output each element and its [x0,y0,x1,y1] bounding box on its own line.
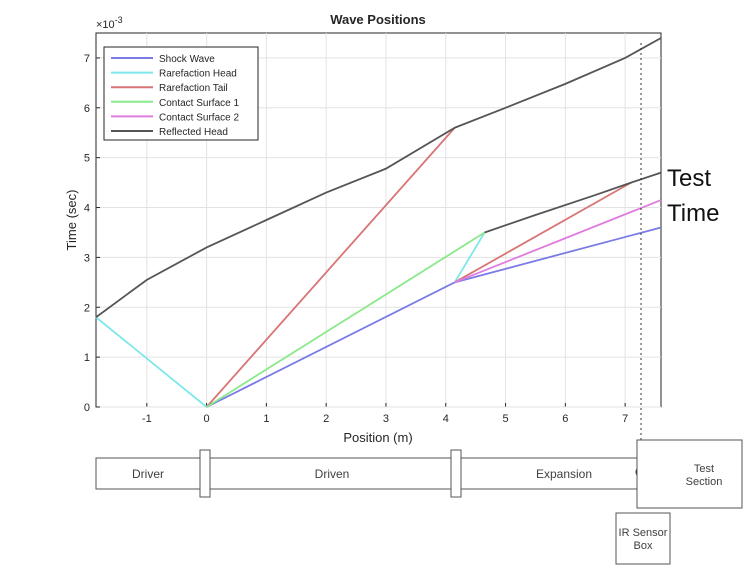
series-layer [95,37,662,408]
legend-label-rarefaction-tail: Rarefaction Tail [159,83,228,94]
legend-label-contact-surface-2: Contact Surface 2 [159,112,239,123]
legend-label-shock-wave: Shock Wave [159,54,215,65]
test-time-label-line1: Test [667,165,711,192]
y-tick-label: 0 [84,402,90,414]
y-tick-label: 3 [84,252,90,264]
series-line-reflected-head [95,37,662,318]
ir-sensor-label-line1: IR Sensor [619,527,668,539]
plot-area: -1 0 1 2 3 4 5 6 7 0 1 2 3 4 5 6 7 Wave Positions Posit… [64,12,662,468]
y-axis-label: Time (sec) [64,190,79,251]
chart-title: Wave Positions [330,12,426,27]
x-tick-label: 5 [502,413,508,425]
y-tick-label: 7 [84,53,90,65]
y-tick-label: 4 [84,203,90,215]
legend-label-contact-surface-1: Contact Surface 1 [159,98,239,109]
x-tick-labels: -1 0 1 2 3 4 5 6 7 [142,413,628,425]
ir-sensor-label-line2: Box [634,540,653,552]
x-tick-label: 4 [443,413,449,425]
driver-label: Driver [132,467,164,481]
legend-label-reflected-head: Reflected Head [159,127,228,138]
series-line-contact-surface-2 [454,199,662,284]
exponent-base: ×10 [96,19,115,31]
x-tick-label: -1 [142,413,152,425]
y-exponent-label: ×10-3 [96,15,123,31]
x-tick-label: 2 [323,413,329,425]
driven-label: Driven [315,467,350,481]
x-tick-label: 6 [562,413,568,425]
tube-body [95,457,638,490]
test-section-box [636,439,743,509]
ir-sensor-box [615,512,671,565]
series-line-rarefaction-head [453,232,486,283]
legend: Shock Wave Rarefaction Head Rarefaction Ta… [103,46,259,141]
diaphragm-1 [199,449,211,498]
legend-label-rarefaction-head: Rarefaction Head [159,69,237,80]
legend-box [103,46,259,141]
x-tick-label: 1 [263,413,269,425]
diaphragm-2 [450,449,462,498]
y-tick-labels: 0 1 2 3 4 5 6 7 [84,53,90,414]
test-section-label-line1: Test [694,463,714,475]
series-line-rarefaction-tail [205,127,456,408]
legend-items: Shock Wave Rarefaction Head Rarefaction Ta… [111,54,239,138]
y-tick-label: 6 [84,103,90,115]
y-tick-label: 2 [84,302,90,314]
y-tick-label: 5 [84,153,90,165]
test-section-label-line2: Section [686,476,723,488]
x-tick-label: 0 [204,413,210,425]
test-time-label-line2: Time [667,200,719,227]
exponent-power: -3 [115,15,123,25]
series-line-contact-surface-1 [206,231,486,408]
y-tick-label: 1 [84,352,90,364]
series-line-rarefaction-head [95,316,208,408]
x-tick-label: 7 [622,413,628,425]
series-line-rarefaction-tail [454,181,632,284]
x-tick-label: 3 [383,413,389,425]
shock-tube-schematic: Driver Driven Expansion Test Section IR … [95,439,743,565]
x-axis-label: Position (m) [343,430,412,445]
expansion-label: Expansion [536,467,592,481]
